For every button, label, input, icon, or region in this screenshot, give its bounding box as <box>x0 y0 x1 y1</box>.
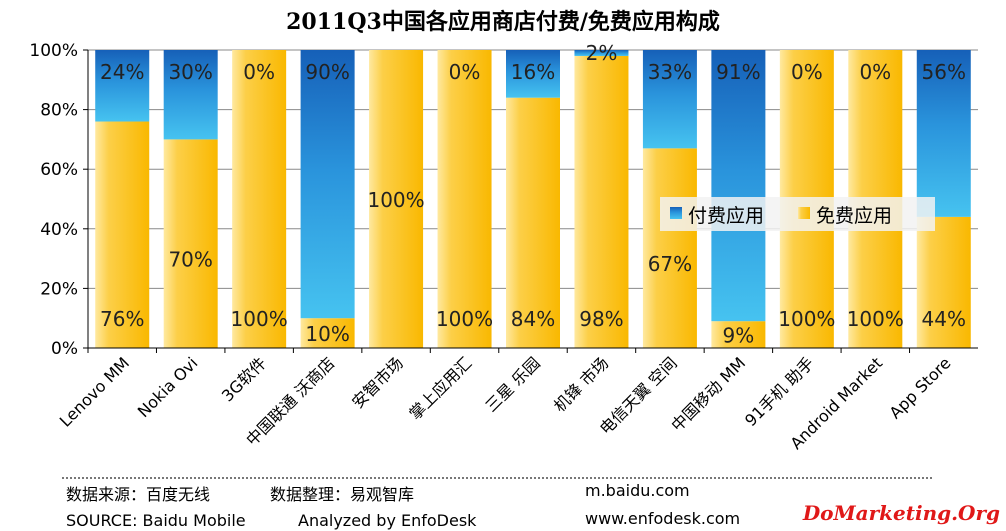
bars <box>95 50 971 349</box>
x-category-label: 机锋 市场 <box>550 353 612 415</box>
data-label-free: 98% <box>579 307 623 331</box>
x-category-label: App Store <box>886 353 955 422</box>
data-label-paid: 0% <box>449 60 481 84</box>
data-label-free: 100% <box>231 307 288 331</box>
data-label-paid: 24% <box>100 60 144 84</box>
legend-box <box>660 197 935 231</box>
data-label-free: 10% <box>305 322 349 346</box>
y-tick-label: 80% <box>40 101 78 121</box>
footer-divider <box>62 477 932 479</box>
bar-paid <box>300 50 355 319</box>
y-tick-label: 100% <box>29 41 78 61</box>
data-label-paid: 56% <box>922 60 966 84</box>
bar-paid <box>711 50 766 322</box>
legend-label: 免费应用 <box>816 205 892 227</box>
source-cn: 数据来源：百度无线 <box>66 485 211 504</box>
legend-swatch <box>798 207 810 219</box>
legend-label: 付费应用 <box>688 205 764 227</box>
bar-paid <box>574 50 629 56</box>
url-enfodesk[interactable]: www.enfodesk.com <box>585 509 741 528</box>
analyst-en: Analyzed by EnfoDesk <box>298 511 477 530</box>
legend-swatch <box>670 207 682 219</box>
y-tick-label: 0% <box>51 339 78 359</box>
bar-paid <box>642 50 697 149</box>
x-category-label: 3G软件 <box>218 353 270 405</box>
source-en: SOURCE: Baidu Mobile <box>66 511 246 530</box>
bar-free <box>163 139 218 348</box>
data-labels: 76% 24% 70% 30% 100% 0% 10% 90% 100% 100% 0% 84% 16%… <box>100 41 966 348</box>
x-category-label: 安智市场 <box>348 353 407 412</box>
bar-free <box>711 321 766 348</box>
bar-free <box>916 216 971 348</box>
bar-free <box>642 148 697 348</box>
y-tick-label: 20% <box>40 279 78 299</box>
x-category-label: Lenovo MM <box>56 353 133 430</box>
url-baidu[interactable]: m.baidu.com <box>585 481 690 500</box>
bar-free <box>300 318 355 348</box>
data-label-paid: 30% <box>168 60 212 84</box>
analyst-cn: 数据整理：易观智库 <box>270 485 415 504</box>
y-tick-label: 40% <box>40 220 78 240</box>
x-category-label: 中国移动 MM <box>667 353 749 435</box>
chart-title: 2011Q3中国各应用商店付费/免费应用构成 <box>286 9 720 35</box>
bar-paid <box>163 50 218 140</box>
data-label-free: 100% <box>778 307 835 331</box>
data-label-free: 100% <box>847 307 904 331</box>
bar-paid <box>506 50 560 98</box>
x-category-label: Nokia Ovi <box>134 353 202 421</box>
data-label-free: 84% <box>511 307 555 331</box>
data-label-free: 100% <box>367 188 424 212</box>
data-label-paid: 16% <box>511 60 555 84</box>
bar-free <box>506 97 560 349</box>
data-label-paid: 0% <box>859 60 891 84</box>
data-label-paid: 2% <box>586 41 618 65</box>
data-label-free: 70% <box>168 248 212 272</box>
y-tick-label: 60% <box>40 160 78 180</box>
data-label-free: 100% <box>436 307 493 331</box>
data-label-paid: 90% <box>305 60 349 84</box>
data-label-paid: 33% <box>648 60 692 84</box>
bar-free <box>232 50 287 348</box>
bar-free <box>369 50 424 348</box>
x-category-label: 掌上应用汇 <box>405 353 475 423</box>
data-label-paid: 0% <box>791 60 823 84</box>
data-label-free: 67% <box>648 252 692 276</box>
legend: 付费应用 免费应用 <box>660 197 935 231</box>
x-category-label: 三星 乐园 <box>482 353 544 415</box>
bar-paid <box>95 50 150 122</box>
data-label-free: 76% <box>100 307 144 331</box>
data-label-paid: 0% <box>243 60 275 84</box>
bar-free <box>574 55 629 349</box>
data-label-paid: 91% <box>716 60 760 84</box>
data-label-free: 9% <box>723 324 755 348</box>
data-label-free: 44% <box>922 307 966 331</box>
watermark: DoMarketing.Org <box>802 501 1000 525</box>
bar-free <box>95 121 150 349</box>
bar-paid <box>916 50 971 217</box>
bar-free <box>437 50 492 348</box>
